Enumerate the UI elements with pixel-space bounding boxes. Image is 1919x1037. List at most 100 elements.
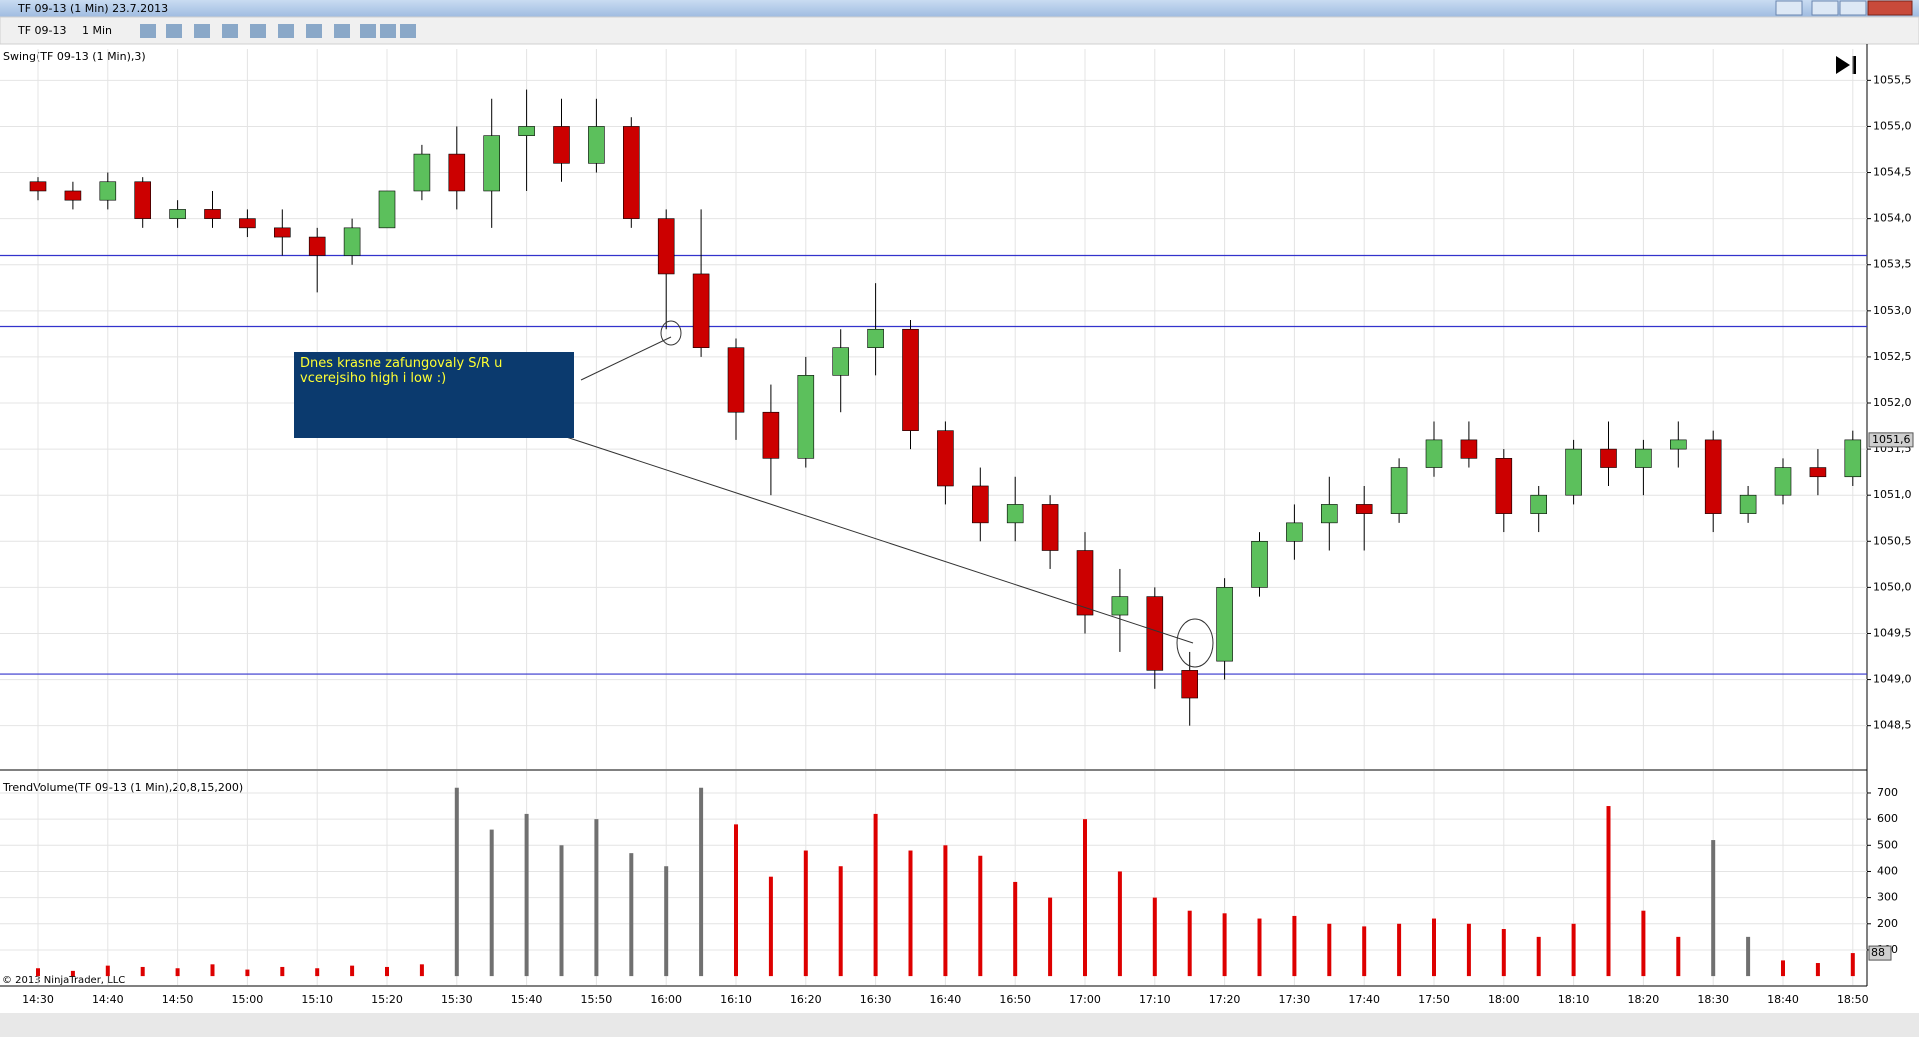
x-tick-label: 15:40 [511, 993, 543, 1006]
y-tick-label: 1055,0 [1873, 119, 1912, 132]
candle-body [169, 209, 186, 219]
annotation-line [547, 430, 1194, 644]
candle-body [1495, 458, 1513, 514]
candle-body [1076, 550, 1094, 616]
icon[interactable] [166, 24, 182, 38]
volume-bar [315, 968, 320, 977]
candle-body [1774, 467, 1792, 496]
candle-body [1425, 439, 1443, 468]
interval-selector[interactable]: 1 Min [82, 24, 112, 37]
minimize[interactable] [1811, 0, 1839, 16]
volume-bar [280, 966, 285, 977]
volume-bar [385, 966, 389, 977]
volume-bar [768, 876, 773, 977]
volume-bar [1013, 881, 1018, 977]
y-tick-label: 300 [1877, 891, 1898, 904]
candle-body [134, 181, 151, 219]
volume-bar [419, 964, 424, 977]
candle-body [1530, 494, 1547, 514]
volume-bar [1711, 840, 1716, 977]
y-tick-label: 1055,5 [1873, 73, 1912, 86]
candle-body [727, 347, 745, 413]
x-tick-label: 18:00 [1488, 993, 1520, 1006]
volume-bar [1257, 918, 1262, 977]
candle-body [518, 126, 535, 136]
icon[interactable] [306, 24, 322, 38]
volume-bar [629, 853, 634, 977]
volume-bar [70, 970, 75, 977]
x-tick-label: 18:20 [1628, 993, 1660, 1006]
x-tick-label: 14:30 [22, 993, 54, 1006]
candle-body [1111, 596, 1129, 616]
candle-body [378, 190, 396, 229]
y-tick-label: 1049,0 [1873, 673, 1912, 686]
volume-bar [1606, 806, 1611, 977]
last-value-box [1868, 945, 1892, 961]
y-tick-label: 700 [1877, 786, 1898, 799]
volume-bar [1048, 897, 1053, 977]
candle-body [622, 126, 640, 219]
candle-body [1006, 504, 1024, 524]
annotation-circle [1176, 618, 1214, 668]
volume-bar [1746, 936, 1751, 977]
x-tick-label: 15:20 [371, 993, 403, 1006]
instrument-selector[interactable]: TF 09-13 [17, 24, 67, 37]
candle-body [1146, 596, 1164, 671]
candle-body [273, 227, 291, 238]
maximize[interactable] [1839, 0, 1867, 16]
icon[interactable] [334, 24, 350, 38]
volume-bar [873, 813, 878, 977]
y-tick-label: 1052,5 [1873, 350, 1912, 363]
x-tick-label: 16:10 [720, 993, 752, 1006]
icon[interactable] [222, 24, 238, 38]
candle-body [657, 218, 675, 275]
volume-bar [1676, 936, 1681, 977]
close[interactable] [1867, 0, 1913, 16]
icon[interactable] [140, 24, 156, 38]
candle-body [1355, 504, 1373, 514]
candle-body [1251, 540, 1268, 588]
volume-bar [594, 819, 599, 977]
scroll-end-button[interactable] [1836, 56, 1856, 74]
volume-bar [1641, 910, 1646, 977]
volume-bar [350, 965, 355, 977]
window-title: TF 09-13 (1 Min) 23.7.2013 [17, 2, 168, 15]
icon[interactable] [400, 24, 416, 38]
volume-bar [943, 845, 948, 977]
icon[interactable] [194, 24, 210, 38]
annotation-circle [660, 320, 682, 346]
volume-bar [1083, 819, 1087, 977]
x-tick-label: 18:50 [1837, 993, 1869, 1006]
icon[interactable] [250, 24, 266, 38]
y-tick-label: 1053,0 [1873, 304, 1912, 317]
candle-body [1635, 448, 1652, 468]
candle-body [1844, 439, 1862, 478]
x-tick-label: 17:30 [1279, 993, 1311, 1006]
candle-body [1565, 448, 1582, 496]
scrollbar[interactable] [0, 1013, 1919, 1037]
candle-body [1809, 467, 1827, 478]
volume-bar [1815, 963, 1820, 977]
volume-bar [1466, 923, 1471, 977]
icon[interactable] [360, 24, 376, 38]
volume-bar [36, 968, 40, 977]
x-tick-label: 15:50 [581, 993, 613, 1006]
candle-body [343, 227, 361, 256]
volume-bar [664, 866, 669, 977]
icon[interactable] [278, 24, 294, 38]
candle-body [692, 273, 710, 348]
x-tick-label: 16:20 [790, 993, 822, 1006]
y-tick-label: 1054,0 [1873, 212, 1912, 225]
volume-bar [1571, 923, 1576, 977]
x-tick-label: 17:40 [1348, 993, 1380, 1006]
icon[interactable] [380, 24, 396, 38]
x-tick-label: 17:20 [1209, 993, 1241, 1006]
button[interactable] [1775, 0, 1803, 16]
x-tick-label: 16:40 [930, 993, 962, 1006]
candle-body [448, 153, 466, 192]
y-tick-label: 1049,5 [1873, 626, 1912, 639]
candle-body [867, 328, 884, 348]
volume-bar [1432, 918, 1436, 977]
candle-body [1600, 448, 1617, 468]
